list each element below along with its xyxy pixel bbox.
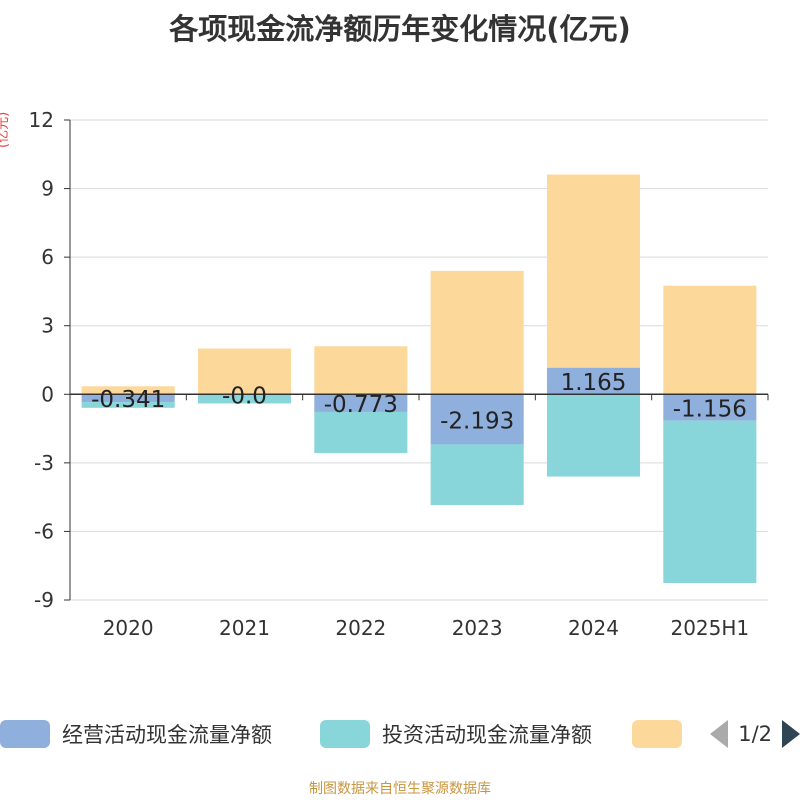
legend-page-indicator: 1/2 xyxy=(738,722,772,746)
bar-series1-2021 xyxy=(197,394,292,404)
bar-series2-2021 xyxy=(197,348,292,395)
x-tick-label: 2025H1 xyxy=(670,616,749,640)
chart-title: 各项现金流净额历年变化情况(亿元) xyxy=(169,12,631,46)
x-tick-label: 2022 xyxy=(335,616,386,640)
y-tick-label: 12 xyxy=(29,108,54,132)
bar-series2-2024 xyxy=(546,174,641,368)
y-tick-label: 6 xyxy=(41,245,54,269)
legend-item-third[interactable] xyxy=(632,716,682,752)
bar-series0-2025H1 xyxy=(663,394,757,421)
x-tick-label: 2021 xyxy=(219,616,270,640)
y-tick-label: 9 xyxy=(41,177,54,201)
bar-series2-2025H1 xyxy=(663,285,757,395)
bar-series2-2022 xyxy=(314,346,408,395)
data-label-2021: -0.0 xyxy=(222,383,267,409)
legend-next-page-icon[interactable] xyxy=(782,720,800,748)
bar-series1-2022 xyxy=(314,411,408,454)
bar-series0-2023 xyxy=(430,394,524,445)
x-tick-label: 2024 xyxy=(568,616,619,640)
bar-series1-2020 xyxy=(81,402,175,408)
data-label-2024: 1.165 xyxy=(561,370,627,396)
bar-series1-2023 xyxy=(430,444,524,505)
legend: 经营活动现金流量净额 投资活动现金流量净额 xyxy=(0,716,800,752)
y-tick-label: -3 xyxy=(34,451,54,475)
y-tick-label: -6 xyxy=(34,519,54,543)
data-label-2023: -2.193 xyxy=(440,408,514,434)
bar-series0-2020 xyxy=(81,394,175,403)
x-tick-label: 2023 xyxy=(452,616,503,640)
legend-prev-page-icon[interactable] xyxy=(710,720,729,748)
data-source-note: 制图数据来自恒生聚源数据库 xyxy=(309,781,491,797)
data-label-2020: -0.341 xyxy=(91,387,165,413)
bar-series0-2024 xyxy=(546,367,641,395)
legend-item-investing[interactable]: 投资活动现金流量净额 xyxy=(320,716,592,752)
legend-swatch-investing xyxy=(320,720,370,748)
legend-label-operating: 经营活动现金流量净额 xyxy=(62,723,272,747)
bar-chart: 12 9 6 3 0 -3 -6 -9 2020 2021 2022 2023 2024 2025H1 -0… xyxy=(29,108,769,640)
legend-swatch-third xyxy=(632,720,682,748)
bar-series2-2023 xyxy=(430,270,524,395)
y-tick-label: 3 xyxy=(41,314,54,338)
bar-series1-2025H1 xyxy=(663,420,757,583)
bar-series2-2020 xyxy=(81,386,175,395)
x-tick-label: 2020 xyxy=(103,616,154,640)
legend-pager: 1/2 xyxy=(710,716,800,752)
bar-series1-2024 xyxy=(546,394,641,477)
bar-series0-2022 xyxy=(314,394,408,412)
y-tick-label: 0 xyxy=(41,382,54,406)
legend-swatch-operating xyxy=(0,720,50,748)
data-label-2022: -0.773 xyxy=(324,392,398,418)
data-label-2025H1: -1.156 xyxy=(673,396,747,422)
y-tick-label: -9 xyxy=(34,588,54,612)
legend-label-investing: 投资活动现金流量净额 xyxy=(382,723,592,747)
legend-item-operating[interactable]: 经营活动现金流量净额 xyxy=(0,716,272,752)
